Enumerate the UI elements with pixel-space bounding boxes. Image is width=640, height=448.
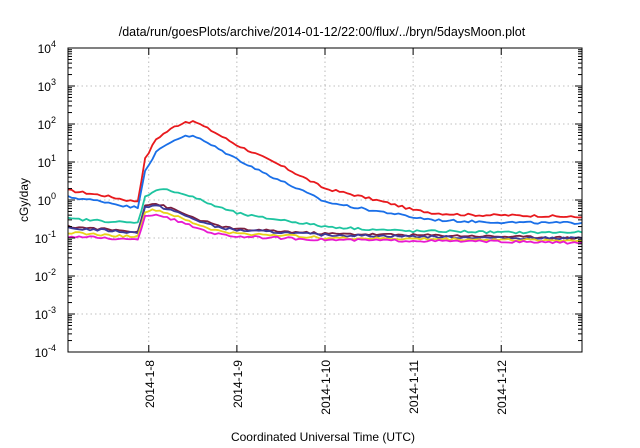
x-tick-label: 2014-1-12 (495, 360, 509, 415)
grid-lines (68, 48, 582, 352)
series-layer (67, 120, 583, 245)
y-tick-exponent: 4 (51, 39, 56, 49)
y-tick-label: 10-1 (35, 229, 56, 246)
series-line (67, 120, 583, 219)
y-tick-exponent: 2 (51, 115, 56, 125)
y-tick-label: 100 (38, 191, 56, 208)
x-tick-label: 2014-1-10 (319, 360, 333, 415)
y-tick-exponent: -4 (48, 343, 56, 353)
y-tick-exponent: 3 (51, 77, 56, 87)
series-line (67, 204, 583, 241)
y-axis-label: cGy/day (17, 178, 31, 222)
series-line (67, 188, 583, 235)
y-tick-label: 10-3 (35, 305, 56, 322)
axis-ticks (68, 47, 582, 353)
series-line (67, 134, 583, 225)
y-tick-label: 10-2 (35, 267, 56, 284)
x-tick-label: 2014-1-8 (143, 360, 157, 408)
y-tick-exponent: -2 (48, 267, 56, 277)
series-line (67, 213, 583, 245)
y-tick-exponent: 1 (51, 153, 56, 163)
y-tick-exponent: -3 (48, 305, 56, 315)
x-tick-labels: 2014-1-8 2014-1-9 2014-1-10 2014-1-11 2014-1… (143, 360, 509, 415)
x-axis-label: Coordinated Universal Time (UTC) (231, 430, 415, 444)
y-tick-exponent: -1 (48, 229, 56, 239)
y-tick-label: 101 (38, 153, 56, 170)
y-tick-label: 104 (38, 39, 56, 56)
series-line (67, 208, 583, 243)
y-tick-label: 102 (38, 115, 56, 132)
chart-title: /data/run/goesPlots/archive/2014-01-12/2… (119, 25, 526, 39)
y-tick-exponent: 0 (51, 191, 56, 201)
x-tick-label: 2014-1-9 (231, 360, 245, 408)
y-tick-label: 103 (38, 77, 56, 94)
x-tick-label: 2014-1-11 (407, 360, 421, 414)
y-tick-label: 10-4 (35, 343, 56, 360)
